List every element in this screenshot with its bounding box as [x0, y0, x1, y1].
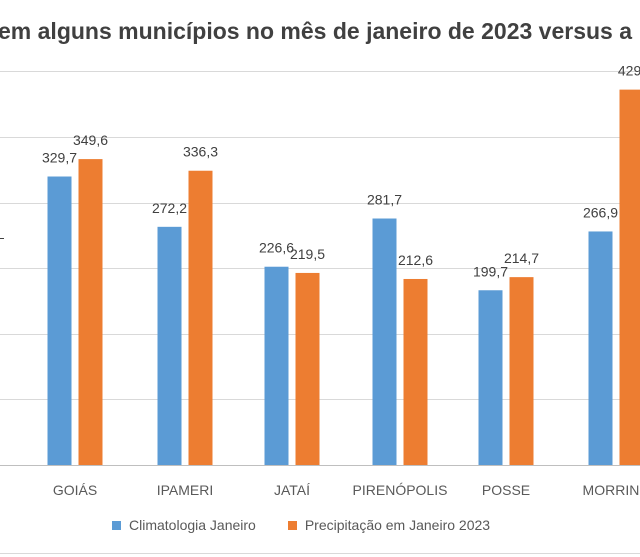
x-tick-label: POSSE [482, 482, 530, 498]
legend: Climatologia Janeiro Precipitação em Jan… [112, 517, 522, 533]
chart-title: em alguns municípios no mês de janeiro d… [0, 18, 633, 44]
bar-climatologia [372, 218, 397, 465]
data-label: 272,2 [152, 200, 187, 216]
bar-climatologia [588, 231, 613, 465]
bar-precipitacao [509, 277, 534, 465]
legend-swatch-precipitacao [287, 520, 297, 530]
legend-item-climatologia: Climatologia Janeiro [112, 517, 256, 533]
bar-precipitacao [619, 89, 640, 465]
data-label: 281,7 [367, 192, 402, 208]
x-tick-label: MORRINH [583, 482, 640, 498]
data-label: 329,7 [42, 150, 77, 166]
bar-precipitacao [295, 272, 320, 465]
x-tick-label: GOIÁS [53, 482, 97, 498]
chart-bottom-border [0, 553, 640, 554]
data-label: 212,6 [398, 252, 433, 268]
bar-precipitacao [188, 170, 213, 466]
legend-label-precipitacao: Precipitação em Janeiro 2023 [304, 517, 491, 533]
x-tick-label: PIRENÓPOLIS [353, 482, 448, 498]
bar-climatologia [47, 176, 72, 465]
bar-precipitacao [78, 159, 103, 465]
x-tick-label: JATAÍ [274, 482, 310, 498]
legend-label-climatologia: Climatologia Janeiro [129, 517, 256, 533]
data-label: 199,7 [473, 263, 508, 279]
bar-climatologia [157, 226, 182, 465]
bar-precipitacao [403, 278, 428, 465]
data-label: 429, [618, 63, 640, 79]
legend-item-precipitacao: Precipitação em Janeiro 2023 [287, 517, 491, 533]
data-label: 219,5 [290, 246, 325, 262]
data-label: 266,9 [583, 204, 618, 220]
data-label: 336,3 [183, 144, 218, 160]
bar-climatologia [264, 266, 289, 465]
legend-swatch-climatologia [112, 520, 121, 530]
x-tick-label: IPAMERI [157, 482, 214, 498]
data-label: 349,6 [73, 132, 108, 148]
bar-climatologia [478, 290, 503, 465]
data-label: 226,6 [259, 240, 294, 256]
data-label: 214,7 [504, 250, 539, 266]
